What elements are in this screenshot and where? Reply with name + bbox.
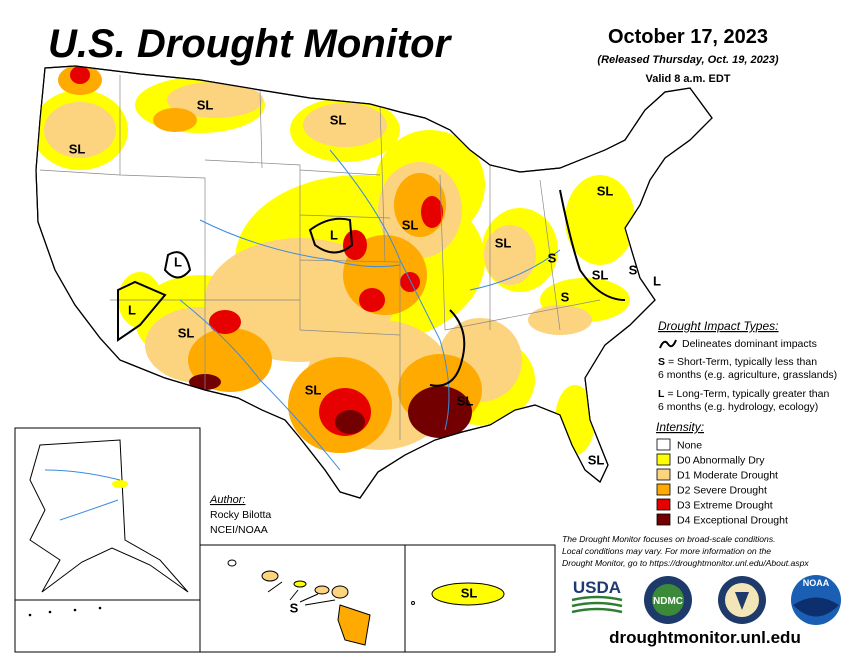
map-label: L bbox=[174, 254, 182, 269]
intensity-swatch bbox=[656, 453, 671, 466]
ndmc-logo: NDMC bbox=[653, 596, 683, 607]
disclaimer-line: Drought Monitor, go to https://droughtmo… bbox=[562, 558, 809, 568]
disclaimer-line: Local conditions may vary. For more info… bbox=[562, 546, 771, 556]
map-label: SL bbox=[402, 217, 419, 232]
intensity-label: D3 Extreme Drought bbox=[677, 500, 773, 512]
intensity-label: D1 Moderate Drought bbox=[677, 470, 778, 482]
intensity-title: Intensity: bbox=[656, 420, 704, 434]
impact-text: 6 months (e.g. hydrology, ecology) bbox=[658, 401, 818, 413]
intensity-items: None D0 Abnormally Dry D1 Moderate Drought… bbox=[656, 438, 788, 527]
website-url: droughtmonitor.unl.edu bbox=[609, 628, 801, 647]
valid-time: Valid 8 a.m. EDT bbox=[646, 73, 731, 85]
impact-key: S bbox=[658, 356, 665, 368]
map-label: S bbox=[629, 262, 638, 277]
map-label: L bbox=[330, 227, 338, 242]
impact-line-sample bbox=[659, 339, 677, 349]
author-name: Rocky Bilotta bbox=[210, 509, 271, 521]
impact-key: L bbox=[658, 388, 665, 400]
map-label: SL bbox=[305, 382, 322, 397]
disclaimer: The Drought Monitor focuses on broad-sca… bbox=[562, 534, 809, 568]
map-label: SL bbox=[330, 112, 347, 127]
date: October 17, 2023 bbox=[608, 26, 768, 48]
impact-line-text: Delineates dominant impacts bbox=[682, 338, 817, 350]
map-label: SL bbox=[69, 141, 86, 156]
map-label: SL bbox=[592, 267, 609, 282]
author-org: NCEI/NOAA bbox=[210, 524, 268, 536]
release-date: (Released Thursday, Oct. 19, 2023) bbox=[597, 54, 779, 66]
impact-type: L = Long-Term, typically greater than bbox=[658, 388, 829, 400]
title: U.S. Drought Monitor bbox=[48, 22, 453, 66]
intensity-label: D4 Exceptional Drought bbox=[677, 515, 788, 527]
intensity-swatch bbox=[656, 438, 671, 451]
conus-map bbox=[35, 65, 713, 499]
map-label: SL bbox=[597, 183, 614, 198]
map-label: SL bbox=[495, 235, 512, 250]
intensity-swatch bbox=[656, 513, 671, 526]
legend: Drought Impact Types: Delineates dominan… bbox=[656, 319, 837, 527]
map-label: L bbox=[653, 273, 661, 288]
map-label: S bbox=[561, 289, 570, 304]
insets bbox=[14, 427, 556, 653]
map-label: SL bbox=[461, 585, 478, 600]
map-label: L bbox=[128, 302, 136, 317]
map-label: SL bbox=[588, 452, 605, 467]
intensity-label: D0 Abnormally Dry bbox=[677, 455, 765, 467]
disclaimer-line: The Drought Monitor focuses on broad-sca… bbox=[562, 534, 776, 544]
map-label: SL bbox=[178, 325, 195, 340]
map-label: S bbox=[548, 250, 557, 265]
intensity-swatch bbox=[656, 498, 671, 511]
impact-text: 6 months (e.g. agriculture, grasslands) bbox=[658, 369, 837, 381]
usda-logo: USDA bbox=[573, 578, 621, 597]
map-label: SL bbox=[457, 393, 474, 408]
impact-title: Drought Impact Types: bbox=[658, 319, 779, 333]
impact-text: = Long-Term, typically greater than bbox=[667, 388, 829, 400]
impact-text: = Short-Term, typically less than bbox=[668, 356, 817, 368]
noaa-logo: NOAA bbox=[803, 578, 830, 588]
author-heading: Author: bbox=[209, 494, 245, 506]
map-label: SL bbox=[197, 97, 214, 112]
intensity-swatch bbox=[656, 468, 671, 481]
intensity-label: D2 Severe Drought bbox=[677, 485, 767, 497]
intensity-swatch bbox=[656, 483, 671, 496]
drought-areas bbox=[36, 66, 635, 471]
impact-type: S = Short-Term, typically less than bbox=[658, 356, 817, 368]
map-labels: SL SL SL SL L SL SL S SL S L S L L SL SL… bbox=[69, 97, 661, 615]
map-label: S bbox=[290, 600, 299, 615]
intensity-label: None bbox=[677, 440, 702, 452]
logos: USDA NDMC NOAA bbox=[571, 575, 841, 625]
